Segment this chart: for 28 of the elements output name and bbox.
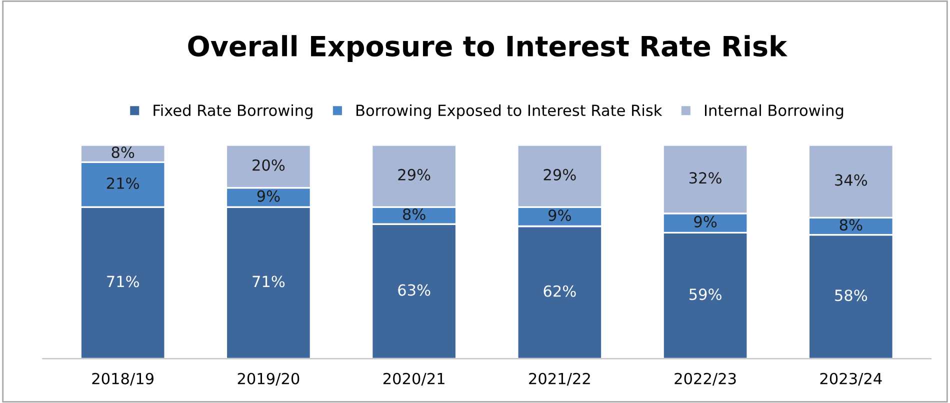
data-label: 21% [106, 177, 139, 190]
chart-title: Overall Exposure to Interest Rate Risk [188, 35, 788, 62]
data-label: 71% [107, 276, 139, 288]
data-label: 9% [548, 210, 571, 222]
x-tick-label: 2020/21 [383, 372, 444, 386]
data-label: 9% [694, 216, 717, 228]
data-label: 58% [835, 290, 868, 302]
x-tick-label: 2018/19 [92, 372, 154, 386]
data-label: 9% [257, 190, 280, 202]
data-label: 34% [835, 174, 868, 186]
data-label: 62% [544, 285, 576, 297]
x-tick-label: 2021/22 [529, 372, 590, 386]
data-label: 32% [689, 172, 722, 184]
data-label: 29% [398, 168, 430, 180]
data-label: 63% [398, 284, 430, 296]
legend-label: Fixed Rate Borrowing [154, 104, 312, 120]
legend-label: Internal Borrowing [704, 104, 844, 120]
legend-label: Borrowing Exposed to Interest Rate Risk [356, 104, 662, 120]
data-label: 8% [112, 146, 134, 158]
x-tick-label: 2022/23 [674, 372, 736, 386]
x-tick-label: 2023/24 [820, 372, 882, 386]
data-label: 29% [544, 168, 576, 180]
data-label: 8% [840, 219, 862, 231]
data-label: 71% [252, 276, 285, 288]
x-tick-label: 2019/20 [238, 372, 300, 386]
data-label: 8% [402, 208, 426, 220]
data-label: 59% [690, 288, 722, 300]
data-label: 20% [252, 159, 285, 171]
